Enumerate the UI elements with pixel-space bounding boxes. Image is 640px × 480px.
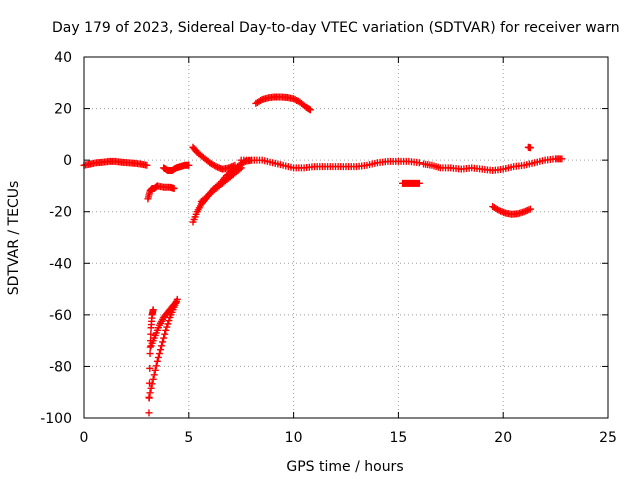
series-main-band-early bbox=[80, 157, 151, 169]
data-point bbox=[157, 346, 165, 354]
data-point bbox=[148, 380, 156, 388]
data-point bbox=[159, 338, 167, 346]
data-point bbox=[143, 161, 151, 169]
data-point bbox=[493, 205, 501, 213]
data-point bbox=[155, 350, 163, 358]
data-point bbox=[170, 185, 178, 193]
data-point bbox=[147, 384, 155, 392]
data-point bbox=[210, 162, 218, 170]
data-point bbox=[164, 320, 172, 328]
data-point bbox=[149, 306, 157, 314]
series-descending-left bbox=[145, 306, 157, 417]
y-tick-label: 20 bbox=[54, 102, 72, 118]
data-point bbox=[257, 97, 265, 105]
y-tick-label: -80 bbox=[49, 359, 72, 375]
series-short-15 bbox=[399, 179, 423, 187]
x-tick-label: 0 bbox=[80, 430, 89, 446]
data-point bbox=[415, 179, 423, 187]
data-point bbox=[202, 194, 210, 202]
series-cross-down bbox=[189, 143, 239, 173]
y-axis: -100 -80 -60 -40 -20 0 20 40 bbox=[40, 50, 608, 427]
y-tick-label: -20 bbox=[49, 205, 72, 221]
x-tick-label: 5 bbox=[184, 430, 193, 446]
data-point bbox=[149, 375, 157, 383]
data-point bbox=[185, 161, 193, 169]
data-point bbox=[306, 106, 314, 114]
series-drop-cluster-a bbox=[144, 182, 178, 203]
series-spot-21 bbox=[524, 143, 534, 152]
data-point bbox=[153, 357, 161, 365]
y-tick-label: -100 bbox=[40, 411, 72, 427]
data-point bbox=[146, 343, 154, 351]
chart-title: Day 179 of 2023, Sidereal Day-to-day VTE… bbox=[52, 20, 620, 36]
data-point bbox=[145, 393, 153, 401]
series-mid-dip bbox=[160, 161, 193, 174]
plot-frame bbox=[83, 56, 609, 419]
data-point bbox=[151, 366, 159, 374]
data-point bbox=[163, 323, 171, 331]
y-tick-label: -40 bbox=[49, 256, 72, 272]
data-point bbox=[152, 362, 160, 370]
x-axis-label: GPS time / hours bbox=[286, 459, 403, 475]
y-tick-label: 0 bbox=[63, 153, 72, 169]
points-layer bbox=[80, 93, 566, 417]
data-point bbox=[415, 159, 423, 167]
series-rise-mid bbox=[189, 164, 245, 226]
data-point bbox=[150, 371, 158, 379]
y-axis-label: SDTVAR / TECUs bbox=[6, 181, 22, 296]
data-point bbox=[161, 330, 169, 338]
x-axis: 0 5 10 15 20 25 bbox=[80, 57, 617, 446]
x-tick-label: 10 bbox=[285, 430, 303, 446]
data-point bbox=[162, 326, 170, 334]
data-point bbox=[158, 342, 166, 350]
data-point bbox=[558, 155, 566, 163]
data-point bbox=[215, 181, 223, 189]
data-point bbox=[146, 350, 154, 358]
data-point bbox=[147, 330, 155, 338]
x-tick-label: 15 bbox=[389, 430, 407, 446]
data-point bbox=[171, 299, 179, 307]
x-tick-label: 25 bbox=[599, 430, 617, 446]
data-point bbox=[160, 334, 168, 342]
data-point bbox=[146, 389, 154, 397]
grid-layer bbox=[84, 57, 608, 418]
data-point bbox=[526, 205, 534, 213]
series-main-band-late bbox=[420, 155, 566, 174]
series-rising-left-2 bbox=[147, 298, 180, 350]
data-point bbox=[154, 353, 162, 361]
data-point bbox=[165, 317, 173, 325]
x-tick-label: 20 bbox=[494, 430, 512, 446]
y-tick-label: 40 bbox=[54, 50, 72, 66]
series-main-band-mid bbox=[237, 156, 423, 172]
data-point bbox=[172, 298, 180, 306]
y-tick-label: -60 bbox=[49, 308, 72, 324]
series-arc-top bbox=[252, 93, 314, 114]
series-arc-bottom bbox=[489, 203, 534, 218]
data-point bbox=[526, 144, 534, 152]
data-point bbox=[146, 364, 154, 372]
data-point bbox=[145, 409, 153, 417]
